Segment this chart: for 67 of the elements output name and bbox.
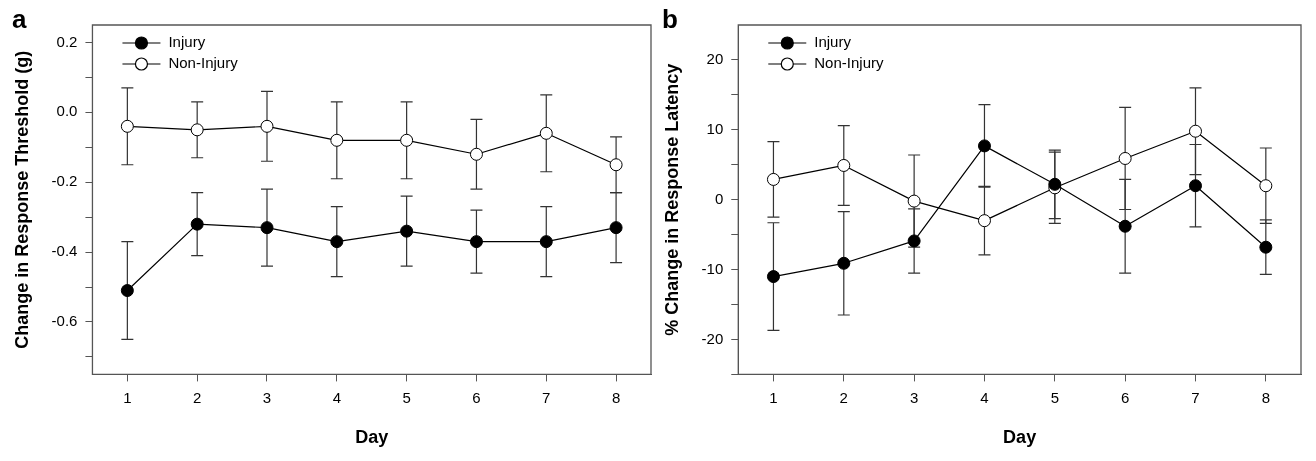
x-tick-label: 3 [909, 388, 919, 406]
point [1188, 124, 1202, 138]
y-tick-label: 0.2 [56, 32, 78, 50]
point [330, 133, 344, 147]
x-tick-label: 6 [1120, 388, 1130, 406]
x-tick-label: 7 [542, 388, 551, 406]
y-axis-title: % Change in Response Latency [661, 63, 682, 336]
y-tick-label: 0.0 [56, 102, 78, 120]
x-tick-label: 1 [769, 388, 778, 406]
point [469, 147, 483, 161]
point [190, 217, 204, 231]
point [1118, 151, 1132, 165]
point [190, 123, 204, 137]
point [400, 224, 414, 238]
chart-title: b [662, 4, 678, 35]
point [469, 235, 483, 249]
y-tick-label: 10 [706, 119, 724, 137]
legend-label: Injury [168, 33, 206, 51]
y-tick-label: -10 [701, 259, 724, 277]
point [260, 119, 274, 133]
point [1259, 179, 1273, 193]
point [977, 214, 991, 228]
x-tick-label: 3 [262, 388, 272, 406]
point [120, 284, 134, 298]
point [766, 172, 780, 186]
point [609, 221, 623, 235]
y-tick-label: 20 [706, 50, 724, 68]
x-tick-label: 5 [402, 388, 411, 406]
point [907, 194, 921, 208]
x-axis-title: Day [355, 427, 389, 448]
point [1188, 179, 1202, 193]
point [837, 256, 851, 270]
point [1118, 219, 1132, 233]
point [330, 235, 344, 249]
point [609, 158, 623, 172]
y-tick-label: -0.4 [51, 242, 78, 260]
legend-label: Non-Injury [168, 54, 239, 72]
legend-label: Injury [814, 33, 852, 51]
point [766, 270, 780, 284]
point [120, 119, 134, 133]
x-tick-label: 7 [1191, 388, 1200, 406]
y-tick-label: -20 [701, 329, 724, 347]
point [837, 158, 851, 172]
point [539, 126, 553, 140]
y-axis-title: Change in Response Threshold (g) [11, 50, 32, 349]
point [1259, 240, 1273, 254]
x-tick-label: 1 [123, 388, 132, 406]
point [1048, 177, 1062, 191]
point [907, 234, 921, 248]
y-tick-label: 0 [714, 189, 724, 207]
point [400, 133, 414, 147]
x-tick-label: 6 [472, 388, 481, 406]
x-tick-label: 4 [980, 388, 989, 406]
y-tick-label: -0.2 [51, 172, 78, 190]
chart-title: a [12, 4, 27, 35]
x-tick-label: 2 [839, 388, 848, 406]
x-tick-label: 8 [1261, 388, 1270, 406]
x-tick-label: 2 [193, 388, 202, 406]
point [539, 235, 553, 249]
point [260, 221, 274, 235]
x-axis-title: Day [1003, 427, 1037, 448]
x-tick-label: 8 [611, 388, 621, 406]
point [977, 139, 991, 153]
x-tick-label: 5 [1050, 388, 1059, 406]
y-tick-label: -0.6 [51, 312, 78, 330]
x-tick-label: 4 [332, 388, 341, 406]
legend-label: Non-Injury [814, 54, 884, 72]
